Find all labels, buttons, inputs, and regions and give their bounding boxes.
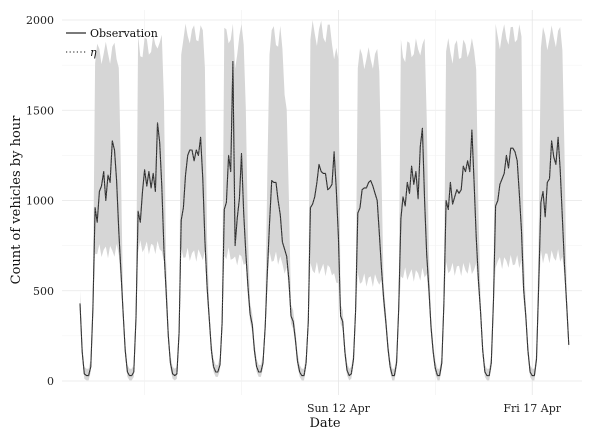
band-area [80, 20, 569, 381]
y-tick-label: 500 [33, 285, 54, 298]
series-line-observation [79, 60, 570, 377]
y-tick-label: 1500 [26, 104, 54, 117]
x-tick-labels: Sun 12 Apr Fri 17 Apr [307, 402, 562, 415]
legend-eta-label: η [90, 46, 97, 59]
legend-observation-label: Observation [90, 27, 158, 40]
legend: Observation η [66, 27, 158, 59]
uncertainty-band [80, 20, 569, 381]
y-tick-labels: 0 500 1000 1500 2000 [26, 14, 54, 388]
series-lines [79, 60, 570, 377]
y-tick-label: 1000 [26, 195, 54, 208]
x-tick-label: Fri 17 Apr [503, 402, 561, 415]
y-tick-label: 2000 [26, 14, 54, 27]
y-axis-title: Count of vehicles by hour [9, 115, 24, 285]
x-axis-title: Date [309, 416, 340, 431]
y-tick-label: 0 [47, 375, 54, 388]
x-tick-label: Sun 12 Apr [307, 402, 371, 415]
